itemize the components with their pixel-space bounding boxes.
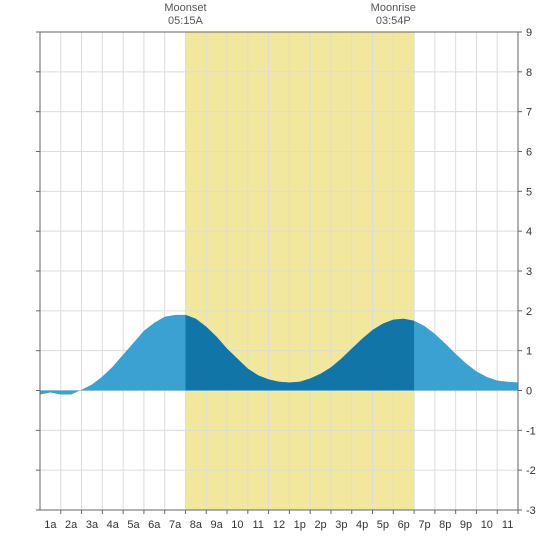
x-tick-label: 5a: [127, 519, 140, 531]
x-tick-label: 7a: [169, 519, 182, 531]
y-tick-label: 7: [526, 107, 532, 119]
x-tick-label: 6p: [398, 519, 410, 531]
x-tick-label: 10: [231, 519, 243, 531]
x-tick-label: 1a: [44, 519, 57, 531]
x-tick-label: 6a: [148, 519, 161, 531]
x-tick-label: 4p: [356, 519, 368, 531]
x-tick-label: 11: [502, 519, 513, 531]
chart-svg: -3-2-101234567891a2a3a4a5a6a7a8a9a101112…: [0, 0, 550, 550]
tide-chart-container: Moonset 05:15A Moonrise 03:54P -3-2-1012…: [0, 0, 550, 550]
y-tick-label: 0: [526, 386, 532, 398]
x-tick-label: 1p: [294, 519, 306, 531]
x-tick-label: 10: [481, 519, 493, 531]
y-tick-label: -3: [526, 505, 536, 517]
y-tick-label: 9: [526, 27, 532, 39]
x-tick-label: 8p: [439, 519, 451, 531]
x-tick-label: 2a: [65, 519, 78, 531]
x-tick-label: 11: [253, 519, 264, 531]
x-tick-label: 2p: [314, 519, 326, 531]
x-tick-label: 3a: [86, 519, 99, 531]
y-tick-label: -1: [526, 425, 536, 437]
x-tick-label: 9p: [460, 519, 472, 531]
y-tick-label: 8: [526, 67, 532, 79]
x-tick-label: 9a: [211, 519, 224, 531]
y-tick-label: 5: [526, 186, 532, 198]
y-tick-label: -2: [526, 465, 536, 477]
x-tick-label: 3p: [335, 519, 347, 531]
y-tick-label: 4: [526, 226, 532, 238]
y-tick-label: 6: [526, 147, 532, 159]
y-tick-label: 3: [526, 266, 532, 278]
x-tick-label: 7p: [418, 519, 430, 531]
y-tick-label: 1: [526, 346, 532, 358]
x-tick-label: 12: [273, 519, 285, 531]
x-tick-label: 8a: [190, 519, 203, 531]
x-tick-label: 5p: [377, 519, 389, 531]
x-tick-label: 4a: [107, 519, 120, 531]
y-tick-label: 2: [526, 306, 532, 318]
